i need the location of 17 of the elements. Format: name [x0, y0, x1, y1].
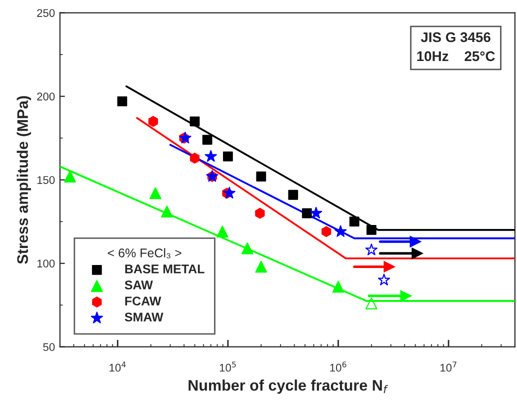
y-tick-label: 200	[37, 92, 55, 100]
x-tick-label: 10$^{4}$	[110, 362, 126, 372]
legend-title: < 6% FeCl₃ >	[108, 248, 182, 258]
y-tick-label: 250	[37, 9, 55, 17]
legend-label: FCAW	[125, 296, 162, 306]
annotation: JIS G 3456 10Hz 25°C	[417, 32, 495, 62]
x-tick-label: 10$^{5}$	[220, 362, 236, 372]
y-tick-label: 100	[37, 260, 55, 268]
x-tick-label: 10$^{6}$	[330, 362, 346, 372]
x-axis-title: Number of cycle fracture N$_{f}$	[188, 380, 388, 394]
legend-label: BASE METAL	[125, 264, 204, 274]
legend-label: SMAW	[124, 312, 164, 322]
y-tick-label: 150	[37, 176, 55, 184]
y-tick-label: 50	[43, 343, 55, 351]
legend-label: SAW	[124, 280, 153, 290]
x-tick-label: 10$^{7}$	[440, 362, 456, 372]
y-axis-title: Stress amplitude (MPa)	[16, 96, 32, 264]
